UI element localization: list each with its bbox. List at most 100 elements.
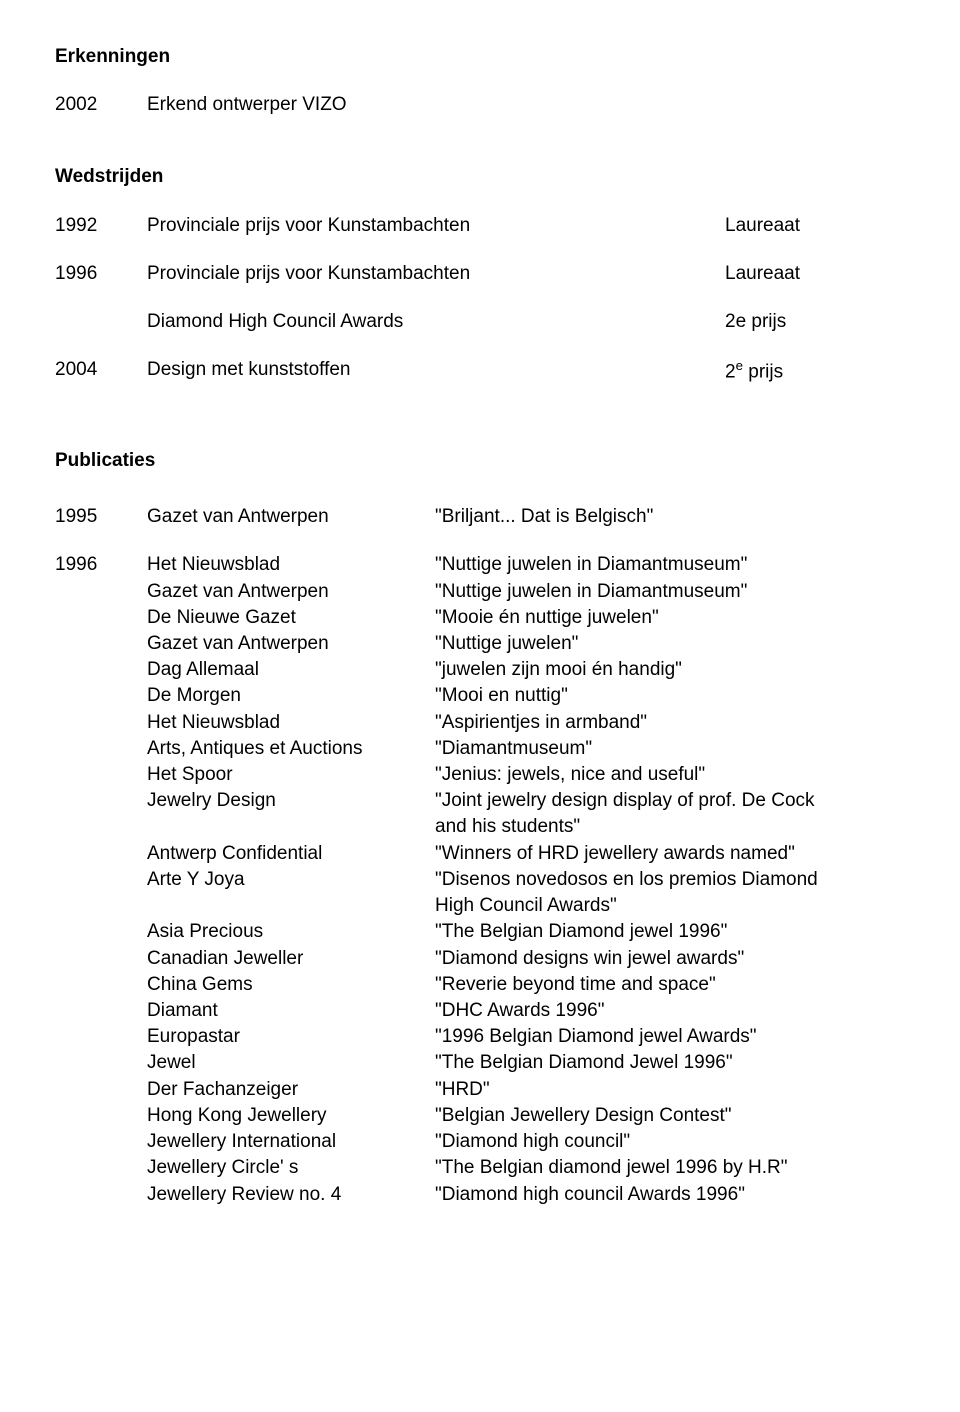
- source: Diamant: [147, 998, 435, 1024]
- title: "Mooie én nuttige juwelen": [435, 605, 905, 631]
- publication-row: 1996Het Nieuwsblad"Nuttige juwelen in Di…: [55, 552, 905, 578]
- year: [55, 1129, 147, 1155]
- source: Asia Precious: [147, 919, 435, 945]
- year: 2004: [55, 357, 147, 386]
- year: [55, 841, 147, 867]
- source: Gazet van Antwerpen: [147, 504, 435, 530]
- publication-row: Antwerp Confidential"Winners of HRD jewe…: [55, 841, 905, 867]
- title: "Nuttige juwelen in Diamantmuseum": [435, 552, 905, 578]
- year: [55, 1077, 147, 1103]
- title: "Nuttige juwelen in Diamantmuseum": [435, 579, 905, 605]
- source: Hong Kong Jewellery: [147, 1103, 435, 1129]
- publication-row: Canadian Jeweller"Diamond designs win je…: [55, 946, 905, 972]
- title: "Diamantmuseum": [435, 736, 905, 762]
- title: "Reverie beyond time and space": [435, 972, 905, 998]
- source: Arts, Antiques et Auctions: [147, 736, 435, 762]
- year: 2002: [55, 92, 147, 118]
- title: "juwelen zijn mooi én handig": [435, 657, 905, 683]
- text: Design met kunststoffen: [147, 357, 725, 386]
- title: "Jenius: jewels, nice and useful": [435, 762, 905, 788]
- result: Laureaat: [725, 261, 905, 287]
- year: [55, 1182, 147, 1208]
- source: Jewellery Review no. 4: [147, 1182, 435, 1208]
- publication-row: Gazet van Antwerpen"Nuttige juwelen": [55, 631, 905, 657]
- source: De Morgen: [147, 683, 435, 709]
- year: [55, 867, 147, 893]
- source: Europastar: [147, 1024, 435, 1050]
- source: [147, 893, 435, 919]
- publication-row: Jewellery Review no. 4"Diamond high coun…: [55, 1182, 905, 1208]
- year: [55, 814, 147, 840]
- year: [55, 1103, 147, 1129]
- source: Canadian Jeweller: [147, 946, 435, 972]
- heading-publicaties: Publicaties: [55, 448, 905, 474]
- title: "Belgian Jewellery Design Contest": [435, 1103, 905, 1129]
- year: [55, 683, 147, 709]
- year: [55, 1050, 147, 1076]
- publication-row: Hong Kong Jewellery"Belgian Jewellery De…: [55, 1103, 905, 1129]
- title: "HRD": [435, 1077, 905, 1103]
- publication-row: High Council Awards": [55, 893, 905, 919]
- year: [55, 605, 147, 631]
- publication-row: Arte Y Joya"Disenos novedosos en los pre…: [55, 867, 905, 893]
- publication-row: Jewellery Circle' s"The Belgian diamond …: [55, 1155, 905, 1181]
- title: "Nuttige juwelen": [435, 631, 905, 657]
- publication-row: Jewel"The Belgian Diamond Jewel 1996": [55, 1050, 905, 1076]
- title: "Mooi en nuttig": [435, 683, 905, 709]
- result-sup: e: [736, 358, 743, 373]
- year: [55, 893, 147, 919]
- result: Laureaat: [725, 213, 905, 239]
- publication-row: De Morgen"Mooi en nuttig": [55, 683, 905, 709]
- source: Het Nieuwsblad: [147, 710, 435, 736]
- source: Jewelry Design: [147, 788, 435, 814]
- year: [55, 309, 147, 335]
- publication-row: Het Nieuwsblad"Aspirientjes in armband": [55, 710, 905, 736]
- wedstrijden-row: 1996 Provinciale prijs voor Kunstambacht…: [55, 261, 905, 287]
- publication-row: Arts, Antiques et Auctions"Diamantmuseum…: [55, 736, 905, 762]
- publication-row: Gazet van Antwerpen"Nuttige juwelen in D…: [55, 579, 905, 605]
- publication-row: Jewellery International"Diamond high cou…: [55, 1129, 905, 1155]
- source: Jewellery International: [147, 1129, 435, 1155]
- wedstrijden-row: Diamond High Council Awards 2e prijs: [55, 309, 905, 335]
- year: [55, 788, 147, 814]
- title: "The Belgian Diamond jewel 1996": [435, 919, 905, 945]
- title: "The Belgian Diamond Jewel 1996": [435, 1050, 905, 1076]
- year: [55, 657, 147, 683]
- heading-wedstrijden: Wedstrijden: [55, 164, 905, 190]
- year: [55, 919, 147, 945]
- text: Diamond High Council Awards: [147, 309, 725, 335]
- result-post: prijs: [743, 362, 783, 383]
- source: [147, 814, 435, 840]
- publication-row: Jewelry Design"Joint jewelry design disp…: [55, 788, 905, 814]
- publication-row: Der Fachanzeiger"HRD": [55, 1077, 905, 1103]
- result-pre: 2: [725, 362, 736, 383]
- wedstrijden-row: 2004 Design met kunststoffen 2e prijs: [55, 357, 905, 386]
- year: [55, 998, 147, 1024]
- source: Het Spoor: [147, 762, 435, 788]
- publication-row: China Gems"Reverie beyond time and space…: [55, 972, 905, 998]
- text: Provinciale prijs voor Kunstambachten: [147, 213, 725, 239]
- title: "Disenos novedosos en los premios Diamon…: [435, 867, 905, 893]
- source: Jewellery Circle' s: [147, 1155, 435, 1181]
- title: and his students": [435, 814, 905, 840]
- source: China Gems: [147, 972, 435, 998]
- title: "Aspirientjes in armband": [435, 710, 905, 736]
- year: [55, 710, 147, 736]
- publication-1996-block: 1996Het Nieuwsblad"Nuttige juwelen in Di…: [55, 552, 905, 1207]
- title: "Briljant... Dat is Belgisch": [435, 504, 905, 530]
- title: "Joint jewelry design display of prof. D…: [435, 788, 905, 814]
- year: [55, 762, 147, 788]
- text: Erkend ontwerper VIZO: [147, 92, 905, 118]
- heading-erkenningen: Erkenningen: [55, 44, 905, 70]
- erkenningen-row: 2002 Erkend ontwerper VIZO: [55, 92, 905, 118]
- publication-row: De Nieuwe Gazet"Mooie én nuttige juwelen…: [55, 605, 905, 631]
- year: 1992: [55, 213, 147, 239]
- year: [55, 736, 147, 762]
- title: "Winners of HRD jewellery awards named": [435, 841, 905, 867]
- source: Gazet van Antwerpen: [147, 631, 435, 657]
- title: "Diamond high council Awards 1996": [435, 1182, 905, 1208]
- year: [55, 946, 147, 972]
- source: Gazet van Antwerpen: [147, 579, 435, 605]
- title: "1996 Belgian Diamond jewel Awards": [435, 1024, 905, 1050]
- year: [55, 1024, 147, 1050]
